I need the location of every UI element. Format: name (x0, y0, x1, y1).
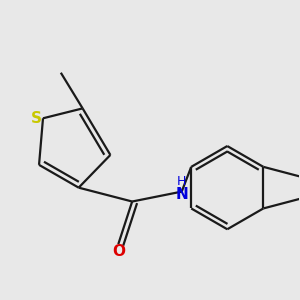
Text: N: N (175, 187, 188, 202)
Text: H: H (177, 175, 186, 188)
Text: S: S (31, 111, 42, 126)
Text: O: O (112, 244, 125, 259)
